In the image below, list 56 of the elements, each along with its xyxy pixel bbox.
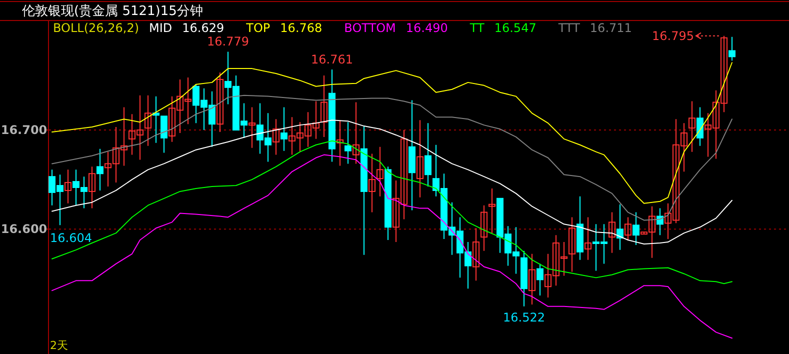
candlestick (280, 106, 288, 152)
candlestick (568, 216, 576, 272)
candlestick (528, 253, 536, 305)
annotation: 16.490 (406, 21, 448, 35)
legend-title: BOLL(26,26,2) (53, 21, 140, 35)
y-tick-label: 16.700 (0, 123, 48, 138)
candlestick (352, 102, 360, 164)
candlestick (424, 122, 432, 188)
candlestick (368, 153, 376, 213)
y-tick-label: 16.600 (0, 222, 48, 236)
candlestick (88, 166, 96, 209)
annotation: 16.768 (280, 21, 322, 35)
line-series (52, 154, 732, 339)
candlestick (344, 122, 352, 164)
candlestick (248, 106, 256, 148)
annotation: 16.604 (50, 231, 92, 245)
annotation: 16.629 (182, 21, 224, 35)
candlestick (64, 169, 72, 204)
line-series (52, 120, 732, 244)
candlestick (624, 216, 632, 241)
annotation: 16.795 (652, 28, 694, 43)
candlestick (488, 188, 496, 234)
candlestick (144, 94, 152, 146)
text: BOTTOM (344, 21, 396, 35)
candlestick (216, 72, 224, 132)
candlestick (584, 216, 592, 260)
candlestick (472, 228, 480, 282)
annotation: 16.711 (590, 21, 632, 35)
candlestick (656, 208, 664, 236)
candlestick (728, 36, 736, 62)
candlestick (616, 204, 624, 250)
candlestick (480, 204, 488, 252)
line-series (52, 140, 732, 284)
candlestick (336, 120, 344, 166)
candlestick (536, 263, 544, 296)
text: TT (468, 21, 486, 35)
annotation: 16.761 (311, 52, 353, 67)
candlestick (320, 75, 328, 138)
candlestick (608, 212, 616, 254)
candlestick (160, 116, 168, 154)
chart-title: 伦敦银现(贵金属 5121)15分钟 (22, 4, 203, 19)
annotation: 16.779 (207, 34, 249, 49)
annotation: 16.547 (494, 21, 536, 35)
line-series (52, 62, 732, 204)
annotation: 2天 (50, 339, 68, 352)
candlestick (688, 100, 696, 152)
annotation: 16.522 (503, 310, 545, 324)
text: TTT (557, 21, 581, 35)
candlestick (696, 106, 704, 146)
candlestick (416, 120, 424, 198)
candlestick (272, 118, 280, 156)
candlestick (376, 146, 384, 197)
text: MID (149, 21, 172, 35)
text: TOP (245, 21, 270, 35)
candlestick (96, 148, 104, 191)
candlestick (632, 212, 640, 246)
